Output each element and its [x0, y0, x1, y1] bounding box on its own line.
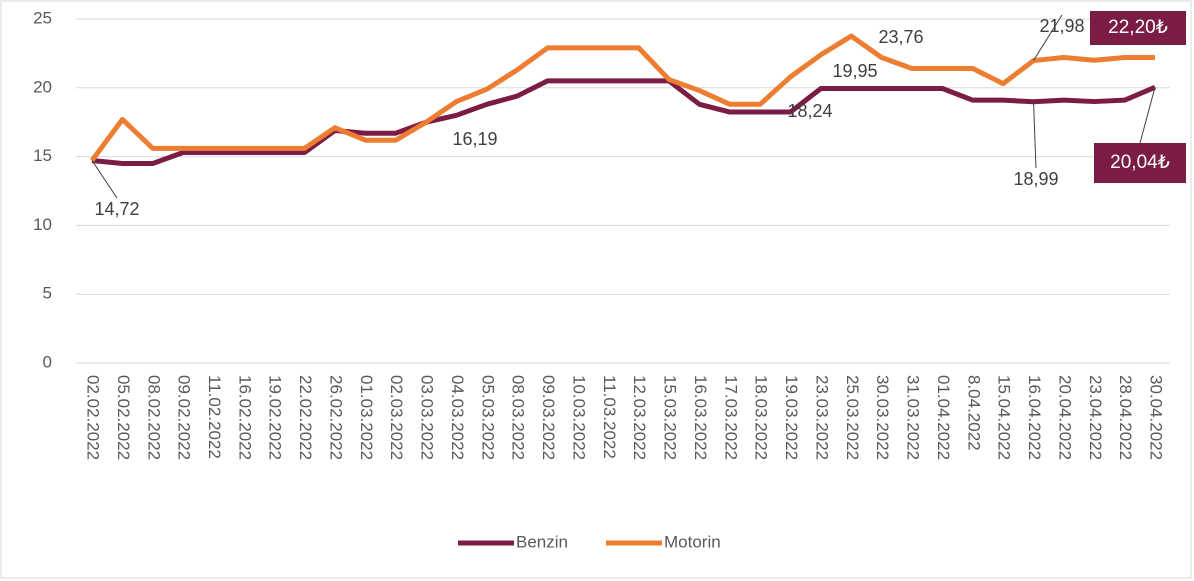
leader-line	[1139, 87, 1156, 144]
legend-label: Benzin	[516, 532, 568, 551]
x-tick-label: 23.04.2022	[1086, 375, 1105, 460]
x-tick-label: 23.03.2022	[812, 375, 831, 460]
x-tick-label: 08.02.2022	[144, 375, 163, 460]
data-label: 18,99	[1013, 169, 1058, 189]
x-tick-label: 11.02.2022	[205, 375, 224, 459]
x-tick-label: 17.03.2022	[721, 375, 740, 460]
x-tick-label: 12.03.2022	[630, 375, 649, 460]
x-tick-label: 09.02.2022	[175, 375, 194, 460]
x-tick-label: 02.02.2022	[84, 375, 103, 460]
legend-label: Motorin	[664, 532, 721, 551]
x-tick-label: 01.04.2022	[934, 375, 953, 460]
data-label: 19,95	[832, 61, 877, 81]
data-label: 21,98	[1039, 16, 1084, 36]
x-tick-label: 28.04.2022	[1116, 375, 1135, 460]
y-tick-label: 0	[43, 352, 52, 371]
data-label: 20,04₺	[1110, 152, 1170, 173]
label-box	[1094, 143, 1186, 183]
y-tick-label: 10	[33, 215, 52, 234]
leader-line	[1033, 14, 1063, 61]
x-tick-label: 22.02.2022	[296, 375, 315, 460]
data-label: 18,24	[787, 101, 832, 121]
y-tick-label: 15	[33, 146, 52, 165]
y-tick-label: 25	[33, 8, 52, 27]
x-tick-label: 16.03.2022	[691, 375, 710, 460]
x-tick-label: 20.04.2022	[1055, 375, 1074, 460]
y-tick-label: 20	[33, 77, 52, 96]
y-tick-label: 5	[43, 284, 52, 303]
data-label: 23,76	[878, 27, 923, 47]
x-tick-label: 31.03.2022	[904, 375, 923, 460]
x-tick-label: 11.03.2022	[600, 375, 619, 459]
series-line	[91, 78, 1156, 166]
x-tick-label: 25.03.2022	[843, 375, 862, 460]
x-tick-label: 02.03.2022	[387, 375, 406, 460]
x-tick-label: 15.04.2022	[995, 375, 1014, 460]
x-tick-label: 04.03.2022	[448, 375, 467, 460]
data-label: 22,20₺	[1108, 17, 1168, 38]
leader-line	[1033, 101, 1037, 169]
x-tick-label: 03.03.2022	[418, 375, 437, 460]
x-tick-label: 8.04.2022	[964, 375, 983, 451]
x-tick-label: 01.03.2022	[357, 375, 376, 460]
x-tick-label: 15.03.2022	[661, 375, 680, 460]
x-tick-label: 10.03.2022	[569, 375, 588, 460]
x-tick-label: 19.03.2022	[782, 375, 801, 460]
x-tick-label: 16.04.2022	[1025, 375, 1044, 460]
x-tick-label: 30.04.2022	[1147, 375, 1166, 460]
x-tick-label: 05.03.2022	[478, 375, 497, 460]
x-tick-label: 05.02.2022	[114, 375, 133, 460]
leader-line	[91, 160, 118, 199]
data-label: 16,19	[452, 129, 497, 149]
x-tick-label: 18.03.2022	[752, 375, 771, 460]
x-tick-label: 16.02.2022	[235, 375, 254, 460]
series-line	[89, 33, 1155, 162]
x-tick-label: 19.02.2022	[266, 375, 285, 460]
data-label: 14,72	[94, 199, 139, 219]
x-tick-label: 09.03.2022	[539, 375, 558, 460]
x-tick-label: 08.03.2022	[509, 375, 528, 460]
x-tick-label: 30.03.2022	[873, 375, 892, 460]
x-tick-label: 26.02.2022	[326, 375, 345, 460]
label-box	[1090, 11, 1186, 45]
